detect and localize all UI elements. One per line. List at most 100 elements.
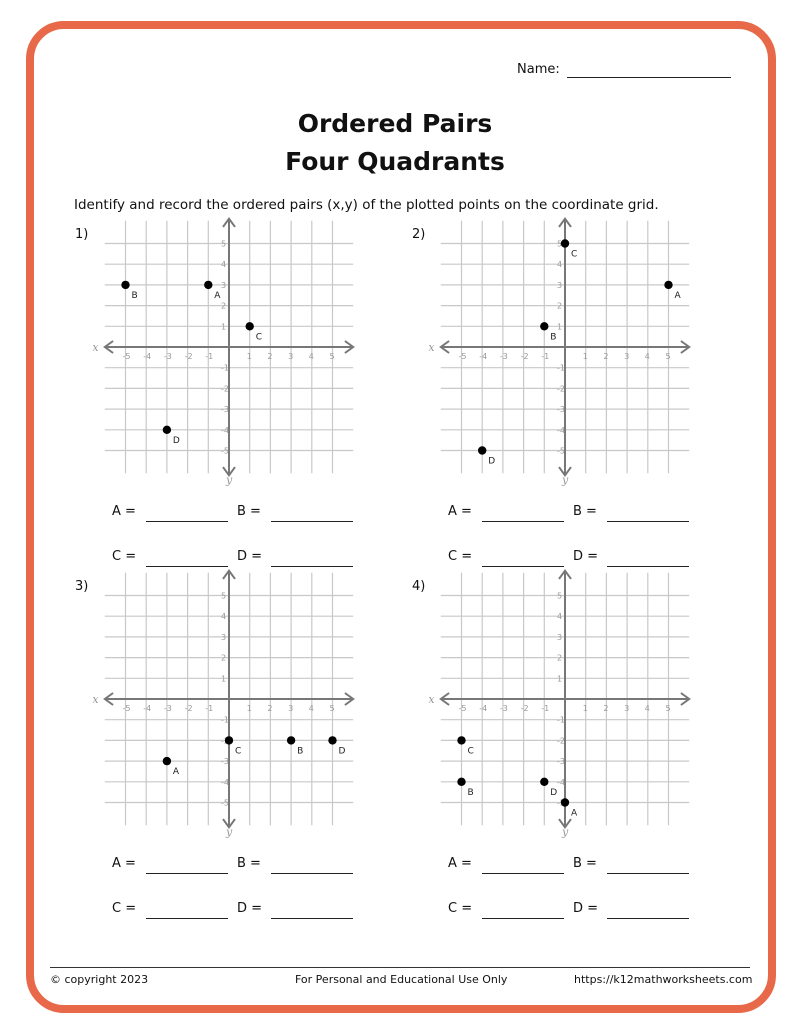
x-tick-label: -1 [541,704,549,713]
plotted-point [121,280,130,290]
point-label: C [235,746,241,756]
problem-number: 1) [75,227,89,242]
y-axis-label: y [225,826,233,839]
plotted-point [286,736,296,745]
plotted-point [204,280,213,290]
plotted-point [328,736,337,745]
plotted-point [457,777,466,786]
plotted-point [540,777,549,786]
y-tick-label: -5 [221,799,229,808]
copyright: © copyright 2023 [50,973,149,986]
x-axis-label: x [428,341,435,354]
answer-line-b[interactable] [607,521,689,522]
x-tick-label: -5 [123,704,131,713]
y-tick-label: 5 [557,592,562,601]
x-tick-label: 4 [645,352,650,361]
x-axis-arrow-right-icon [680,692,691,706]
x-tick-label: -5 [123,352,131,361]
answer-line-a[interactable] [146,873,228,874]
point-label: D [550,788,557,798]
answer-line-a[interactable] [146,521,228,522]
answer-label-b: B = [573,856,597,871]
x-tick-label: 3 [624,704,629,713]
y-tick-label: 1 [557,674,562,683]
x-tick-label: 5 [330,352,335,361]
y-axis-arrow-up-icon [558,568,572,580]
y-axis-arrow-up-icon [222,568,236,580]
y-tick-label: 4 [221,612,226,621]
y-axis-arrow-down-icon [558,466,572,478]
answer-line-c[interactable] [146,566,228,567]
y-tick-label: -2 [221,384,229,393]
y-tick-label: -2 [557,736,565,745]
answer-line-d[interactable] [271,566,353,567]
footer-divider [50,967,750,968]
x-tick-label: 4 [309,704,314,713]
y-tick-label: -1 [221,364,229,373]
y-tick-label: 3 [557,633,562,642]
answer-label-a: A = [448,856,472,871]
x-tick-label: -2 [521,352,529,361]
answer-line-d[interactable] [607,918,689,919]
y-tick-label: 4 [557,612,562,621]
y-tick-label: 4 [557,260,562,269]
answer-line-c[interactable] [482,918,564,919]
x-axis-label: x [92,693,99,706]
y-tick-label: 2 [221,302,226,311]
answer-line-a[interactable] [482,873,564,874]
answer-label-d: D = [237,549,263,564]
point-label: A [173,767,180,777]
x-tick-label: -3 [500,352,508,361]
y-axis-label: y [561,474,569,487]
y-tick-label: -3 [557,405,565,414]
x-tick-label: 2 [603,352,608,361]
answer-line-c[interactable] [482,566,564,567]
point-label: C [468,746,474,756]
problem-number: 3) [75,579,89,594]
y-tick-label: -1 [557,716,565,725]
answer-line-b[interactable] [607,873,689,874]
point-label: C [571,250,577,260]
y-tick-label: 2 [557,302,562,311]
answer-line-b[interactable] [271,521,353,522]
y-tick-label: -4 [557,426,565,435]
title-line-2: Four Quadrants [285,147,505,176]
x-tick-label: -1 [205,704,213,713]
y-tick-label: 5 [557,240,562,249]
x-tick-label: 2 [267,352,272,361]
y-tick-label: -4 [557,778,565,787]
x-tick-label: 3 [288,352,293,361]
answer-line-d[interactable] [607,566,689,567]
x-axis-arrow-left-icon [439,692,450,706]
x-tick-label: 5 [666,352,671,361]
answer-line-c[interactable] [146,918,228,919]
y-tick-label: 1 [557,322,562,331]
x-axis-arrow-left-icon [103,340,114,354]
plotted-point [478,446,487,455]
y-tick-label: 3 [221,633,226,642]
x-tick-label: 5 [330,704,335,713]
y-tick-label: 3 [557,281,562,290]
x-tick-label: 1 [583,704,588,713]
x-tick-label: 2 [603,704,608,713]
x-axis-arrow-left-icon [439,340,450,354]
plotted-point [560,239,570,248]
point-label: A [571,809,578,819]
answer-line-b[interactable] [271,873,353,874]
x-tick-label: -2 [185,704,193,713]
answer-label-d: D = [573,901,599,916]
point-label: A [214,291,221,301]
x-tick-label: 5 [666,704,671,713]
y-axis-arrow-down-icon [222,466,236,478]
y-tick-label: 5 [221,592,226,601]
coordinate-grid: -5 -5 -4 -4 -3 -3 -2 -2 -1 -1 1 1 2 2 3 3 4 4 5 5 x y A B C D [92,216,355,487]
name-field-line[interactable] [567,77,731,78]
answer-line-a[interactable] [482,521,564,522]
x-axis-arrow-right-icon [344,692,355,706]
x-axis-label: x [92,341,99,354]
y-axis-arrow-down-icon [558,818,572,830]
x-tick-label: -3 [164,352,172,361]
answer-line-d[interactable] [271,918,353,919]
x-axis-arrow-right-icon [344,340,355,354]
problem-number: 2) [412,227,426,242]
